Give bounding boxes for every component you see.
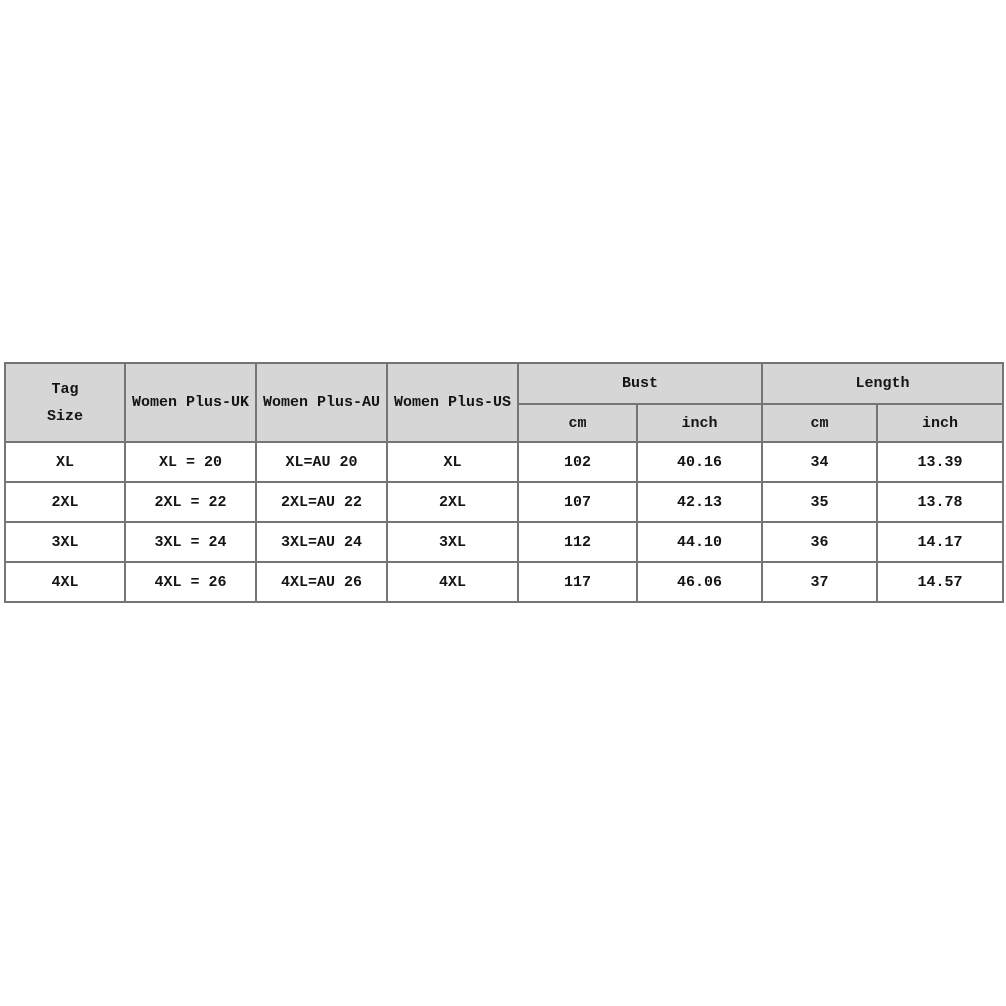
cell-au: 3XL=AU 24 — [255, 521, 388, 563]
header-row-groups: Tag Size Women Plus-UK Women Plus-AU Wom… — [4, 362, 1005, 443]
subheader-bust-inch: inch — [635, 403, 764, 443]
cell-bust-inch: 44.10 — [635, 521, 764, 563]
subheader-bust-cm: cm — [517, 403, 638, 443]
column-header-tag-size: Tag Size — [4, 362, 126, 443]
size-chart-table: Tag Size Women Plus-UK Women Plus-AU Wom… — [4, 362, 1005, 603]
cell-length-inch: 14.17 — [876, 521, 1005, 563]
cell-au: 2XL=AU 22 — [255, 481, 388, 523]
cell-length-cm: 37 — [761, 561, 879, 603]
cell-bust-cm: 117 — [517, 561, 638, 603]
header-row-units: cm inch cm inch — [5, 403, 1005, 443]
subheader-length-inch: inch — [876, 403, 1005, 443]
cell-au: XL=AU 20 — [255, 441, 388, 483]
cell-us: 3XL — [386, 521, 519, 563]
cell-length-inch: 14.57 — [876, 561, 1005, 603]
column-header-women-plus-uk: Women Plus-UK — [124, 362, 257, 443]
table-row-3xl: 3XL 3XL = 24 3XL=AU 24 3XL 112 44.10 36 … — [4, 521, 1005, 563]
cell-us: 4XL — [386, 561, 519, 603]
table-row-4xl: 4XL 4XL = 26 4XL=AU 26 4XL 117 46.06 37 … — [4, 561, 1005, 603]
cell-bust-inch: 40.16 — [635, 441, 764, 483]
cell-length-cm: 34 — [761, 441, 879, 483]
cell-length-cm: 36 — [761, 521, 879, 563]
cell-us: 2XL — [386, 481, 519, 523]
column-header-women-plus-us: Women Plus-US — [386, 362, 519, 443]
cell-length-inch: 13.78 — [876, 481, 1005, 523]
cell-us: XL — [386, 441, 519, 483]
cell-length-cm: 35 — [761, 481, 879, 523]
cell-bust-inch: 46.06 — [635, 561, 764, 603]
cell-bust-cm: 112 — [517, 521, 638, 563]
tag-size-line2: Size — [46, 407, 83, 425]
cell-bust-cm: 107 — [517, 481, 638, 523]
cell-bust-cm: 102 — [517, 441, 638, 483]
cell-au: 4XL=AU 26 — [255, 561, 388, 603]
table-row-xl: XL XL = 20 XL=AU 20 XL 102 40.16 34 13.3… — [4, 441, 1005, 483]
group-header-bust: Bust — [516, 362, 764, 405]
subheader-length-cm: cm — [761, 403, 879, 443]
tag-size-line1: Tag — [51, 380, 79, 398]
cell-tag: 2XL — [4, 481, 126, 523]
cell-uk: 4XL = 26 — [124, 561, 257, 603]
size-chart: Tag Size Women Plus-UK Women Plus-AU Wom… — [4, 362, 1005, 603]
group-header-length: Length — [761, 362, 1005, 405]
cell-bust-inch: 42.13 — [635, 481, 764, 523]
cell-tag: 4XL — [4, 561, 126, 603]
cell-uk: XL = 20 — [124, 441, 257, 483]
cell-length-inch: 13.39 — [876, 441, 1005, 483]
cell-uk: 2XL = 22 — [124, 481, 257, 523]
cell-tag: 3XL — [4, 521, 126, 563]
column-header-women-plus-au: Women Plus-AU — [255, 362, 388, 443]
cell-uk: 3XL = 24 — [124, 521, 257, 563]
table-row-2xl: 2XL 2XL = 22 2XL=AU 22 2XL 107 42.13 35 … — [4, 481, 1005, 523]
cell-tag: XL — [4, 441, 126, 483]
